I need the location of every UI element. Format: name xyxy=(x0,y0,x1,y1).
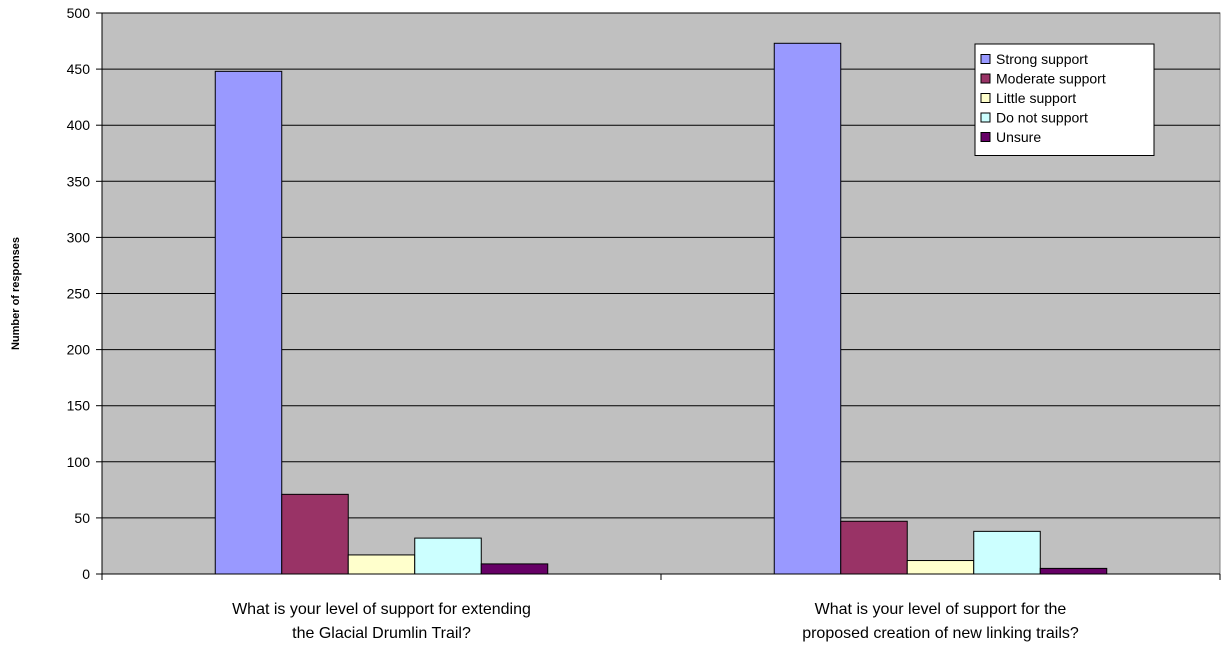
legend-swatch-little-support xyxy=(980,93,991,103)
legend-swatch-strong-support xyxy=(980,54,991,64)
legend-swatch-do-not-support xyxy=(980,112,991,123)
bar-do-not-support-cat-1 xyxy=(973,530,1041,575)
bar-strong-support-cat-0 xyxy=(214,70,283,575)
legend-swatch-moderate-support xyxy=(980,73,991,84)
y-tick-label-50: 50 xyxy=(74,510,90,526)
y-tick-label-150: 150 xyxy=(67,398,91,414)
legend: Strong support Moderate support Little sup… xyxy=(974,43,1155,156)
legend-box xyxy=(974,43,1155,156)
legend-label-strong-support: Strong support xyxy=(996,51,1088,67)
bar-moderate-support-cat-1 xyxy=(840,520,908,575)
x-category-label-0-line-1: the Glacial Drumlin Trail? xyxy=(292,625,471,642)
x-category-labels: What is your level of support for extend… xyxy=(232,601,1079,642)
y-tick-labels: 0 50 100 150 200 250 300 350 400 450 500 xyxy=(67,5,91,582)
legend-label-unsure: Unsure xyxy=(996,129,1041,145)
bar-do-not-support-cat-0 xyxy=(414,537,482,575)
y-tick-label-500: 500 xyxy=(67,5,91,21)
legend-label-do-not-support: Do not support xyxy=(996,110,1088,126)
y-tick-label-450: 450 xyxy=(67,61,91,77)
y-tick-label-0: 0 xyxy=(82,566,90,582)
bar-little-support-cat-0 xyxy=(347,554,416,575)
bar-strong-support-cat-1 xyxy=(773,42,842,575)
legend-label-moderate-support: Moderate support xyxy=(996,71,1106,87)
x-category-label-1-line-1: proposed creation of new linking trails? xyxy=(802,625,1079,642)
legend-swatch-unsure xyxy=(980,132,991,142)
bar-unsure-cat-1 xyxy=(1039,567,1108,575)
bar-moderate-support-cat-0 xyxy=(281,493,349,575)
legend-label-little-support: Little support xyxy=(996,90,1076,106)
bars xyxy=(214,42,1108,575)
y-tick-label-350: 350 xyxy=(67,173,91,189)
axes xyxy=(101,13,1221,580)
x-category-label-1-line-0: What is your level of support for the xyxy=(815,601,1067,618)
y-tick-label-200: 200 xyxy=(67,342,91,358)
y-tick-label-400: 400 xyxy=(67,117,91,133)
y-axis-label: Number of responses xyxy=(10,237,22,350)
y-tick-label-250: 250 xyxy=(67,286,91,302)
y-tick-label-100: 100 xyxy=(67,454,91,470)
y-tick-label-300: 300 xyxy=(67,229,91,245)
bar-unsure-cat-0 xyxy=(480,563,549,575)
x-category-label-0-line-0: What is your level of support for extend… xyxy=(232,601,531,618)
bar-little-support-cat-1 xyxy=(906,560,975,575)
